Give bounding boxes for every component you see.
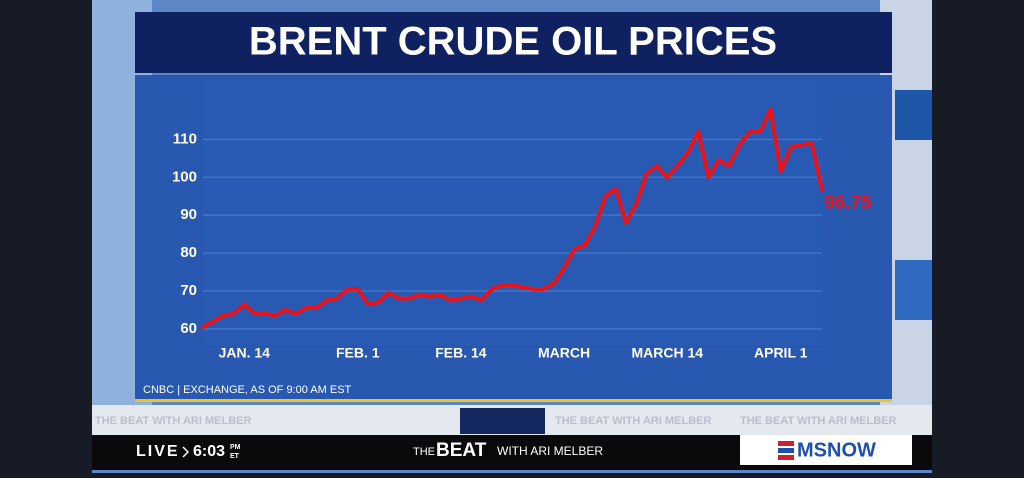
- x-tick-label: APRIL 1: [754, 345, 808, 361]
- show-host: WITH ARI MELBER: [497, 444, 603, 458]
- plot: 60 70 80 90 100 110 JAN. 14 FEB. 1 FEB. 14 MARCH M…: [172, 107, 872, 361]
- network-logo-box: [740, 435, 912, 465]
- ticker-text: THE BEAT WITH ARI MELBER: [740, 415, 896, 427]
- ticker-text: THE BEAT WITH ARI MELBER: [555, 415, 711, 427]
- source-note: CNBC | EXCHANGE, AS OF 9:00 AM EST: [143, 384, 352, 396]
- ticker: THE BEAT WITH ARI MELBER THE BEAT WITH A…: [95, 415, 896, 427]
- logo-stripe: [778, 448, 794, 453]
- y-tick-label: 90: [180, 206, 197, 223]
- logo-stripe: [778, 441, 794, 446]
- panel-underline: [135, 399, 892, 402]
- arrow-icon: [182, 446, 190, 458]
- y-tick-label: 100: [172, 168, 197, 185]
- network-logo: MSNOW: [797, 439, 876, 461]
- y-tick-label: 80: [180, 244, 197, 261]
- clock-time: 6:03: [193, 443, 225, 460]
- backdrop-tile: [895, 90, 932, 140]
- x-tick-label: JAN. 14: [219, 345, 271, 361]
- x-tick-label: FEB. 1: [336, 345, 380, 361]
- x-tick-label: FEB. 14: [435, 345, 487, 361]
- y-tick-label: 70: [180, 282, 197, 299]
- y-tick-label: 110: [173, 130, 197, 147]
- chart-title: BRENT CRUDE OIL PRICES: [249, 20, 777, 64]
- last-value-label: 96.75: [824, 193, 872, 214]
- price-line: [201, 107, 824, 329]
- clock-ampm: PM: [230, 444, 241, 451]
- y-tick-label: 60: [180, 320, 197, 337]
- backdrop-tile: [460, 408, 545, 434]
- live-label: LIVE: [136, 443, 180, 460]
- title-bar: [135, 12, 892, 73]
- ticker-text: THE BEAT WITH ARI MELBER: [95, 415, 251, 427]
- show-name: BEAT: [436, 440, 487, 461]
- clock-zone: ET: [230, 453, 240, 460]
- backdrop-tile: [895, 260, 932, 320]
- x-tick-label: MARCH: [538, 345, 590, 361]
- plot-area: [203, 80, 823, 345]
- show-prefix: THE: [413, 446, 435, 458]
- x-tick-label: MARCH 14: [631, 345, 703, 361]
- logo-stripe: [778, 455, 794, 460]
